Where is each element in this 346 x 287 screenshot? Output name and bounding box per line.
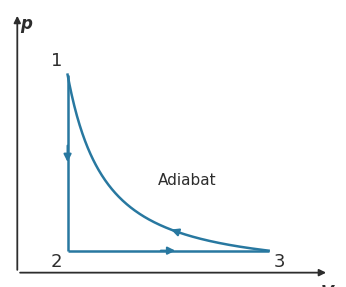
Text: 1: 1 <box>51 52 63 70</box>
Text: p: p <box>20 15 32 33</box>
Text: V: V <box>321 284 334 287</box>
Text: Adiabat: Adiabat <box>158 173 217 188</box>
Text: 3: 3 <box>274 253 285 271</box>
Text: 2: 2 <box>51 253 63 271</box>
